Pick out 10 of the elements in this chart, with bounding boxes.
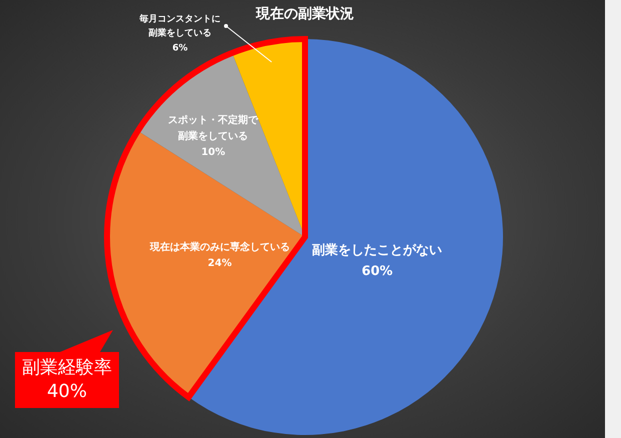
- data-label: 60%: [362, 264, 393, 280]
- data-label: 6%: [172, 43, 188, 54]
- slice-label: 現在は本業のみに専念している: [150, 242, 290, 253]
- data-label: 10%: [201, 147, 226, 158]
- chart-title: 現在の副業状況: [256, 6, 354, 22]
- data-label: 24%: [208, 258, 232, 269]
- slice-label: 副業をしたことがない: [312, 243, 442, 258]
- slice-label: スポット・不定期で副業をしている: [168, 115, 258, 142]
- text: 副業経験率 40%: [21, 356, 113, 404]
- slice-label: 毎月コンスタントに副業をしている: [140, 14, 220, 39]
